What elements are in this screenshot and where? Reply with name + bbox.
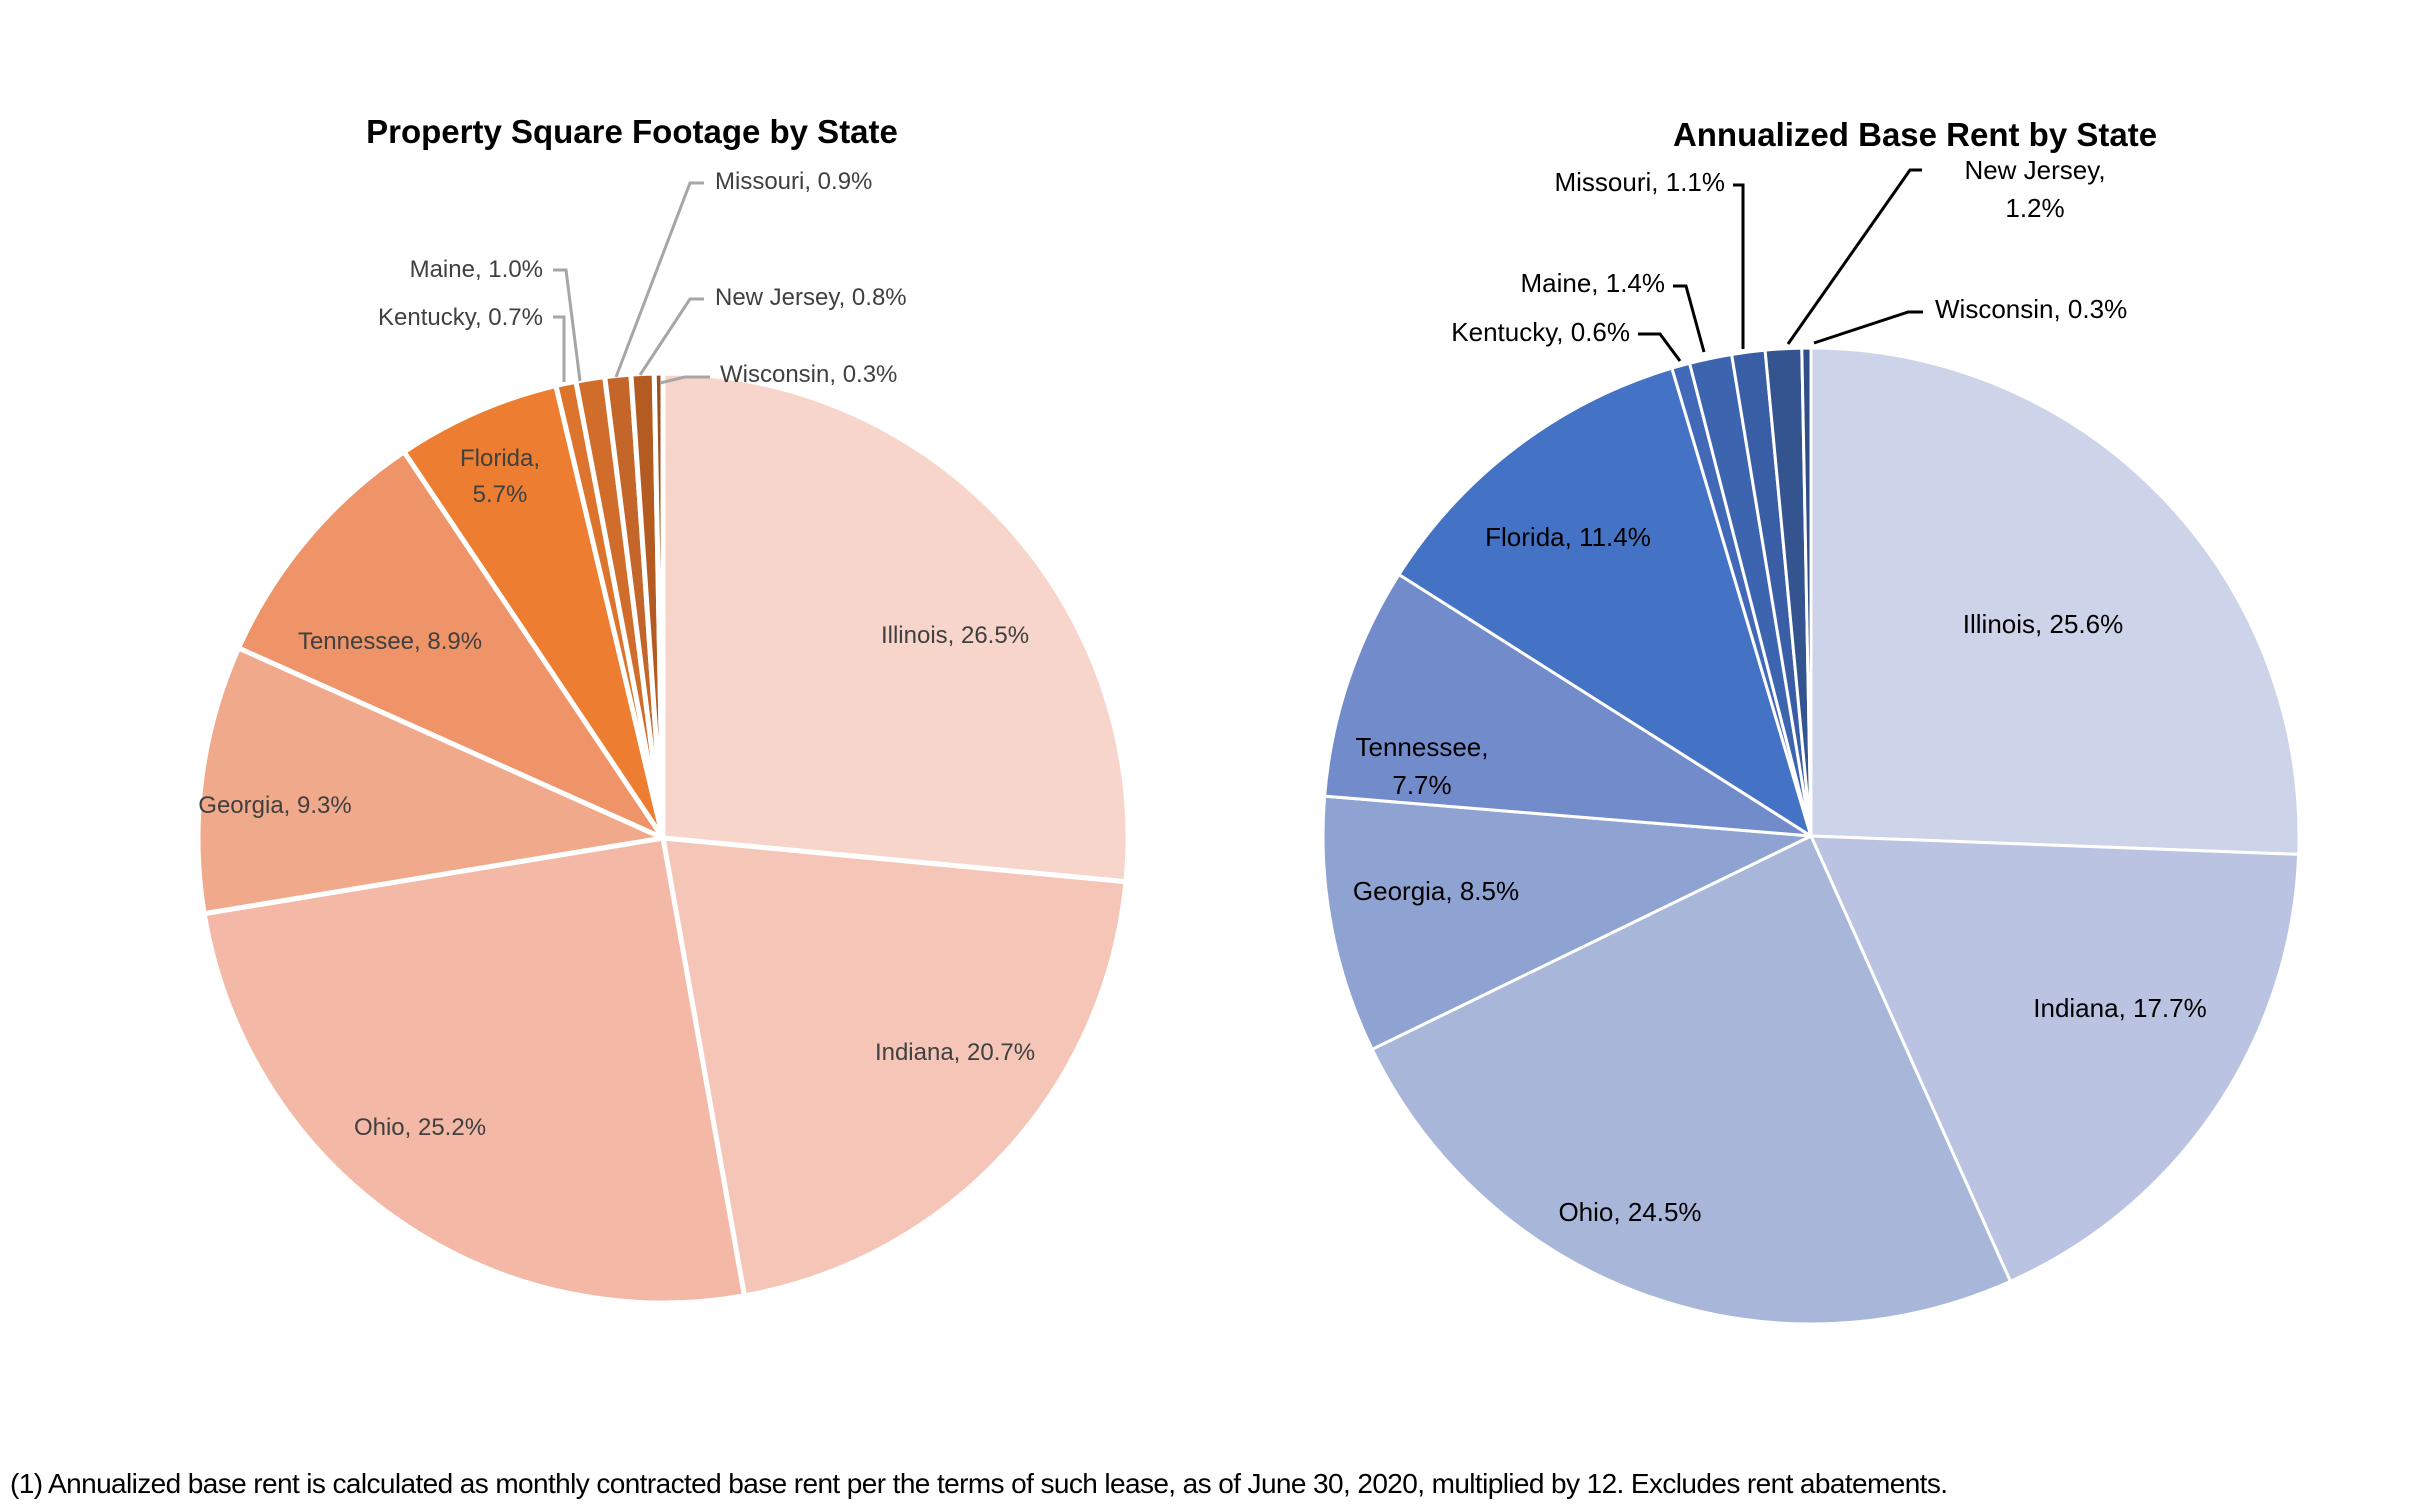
leader-line-new-jersey xyxy=(638,297,704,376)
pie-slice-georgia xyxy=(1321,794,1813,1051)
data-label-illinois: Illinois, 26.5% xyxy=(881,622,1029,649)
chart-title-base-rent: Annualized Base Rent by State xyxy=(1673,116,2157,153)
data-label-missouri: Missouri, 1.1% xyxy=(1555,167,1726,197)
pie-slice-ohio xyxy=(1370,834,2012,1326)
data-label-tennessee: Tennessee, 8.9% xyxy=(298,628,482,655)
data-label-florida: Florida, 11.4% xyxy=(1485,522,1651,552)
pie-slice-wisconsin xyxy=(651,370,666,841)
leader-lines xyxy=(1638,168,1923,362)
chart-title-square-footage: Property Square Footage by State xyxy=(366,113,898,150)
pie-chart-square-footage: Property Square Footage by State Illinoi… xyxy=(195,113,1131,1306)
pie-chart-base-rent: Annualized Base Rent by State Illinois, … xyxy=(1321,116,2301,1326)
slices xyxy=(195,370,1131,1306)
leader-line-maine xyxy=(553,268,582,382)
leader-lines xyxy=(553,181,710,385)
data-label-new-jersey: New Jersey, 1.2% xyxy=(1964,155,2105,223)
leader-line-missouri xyxy=(1733,183,1745,349)
leader-line-kentucky xyxy=(553,315,566,382)
data-label-maine: Maine, 1.4% xyxy=(1520,268,1665,298)
pie-slice-tennessee xyxy=(1323,573,1813,838)
footnote: (1) Annualized base rent is calculated a… xyxy=(10,1468,1948,1499)
data-label-indiana: Indiana, 17.7% xyxy=(2033,993,2206,1023)
data-label-missouri: Missouri, 0.9% xyxy=(715,168,872,195)
data-labels: Illinois, 25.6% Indiana, 17.7% Ohio, 24.5%… xyxy=(1353,155,2207,1227)
pie-slice-tennessee xyxy=(236,449,666,841)
data-label-florida: Florida, 5.7% xyxy=(460,445,540,508)
data-label-maine: Maine, 1.0% xyxy=(410,256,543,283)
pie-slice-indiana xyxy=(660,835,1129,1299)
pie-slice-florida xyxy=(401,383,666,841)
pie-slice-illinois xyxy=(1809,346,2301,856)
pie-slice-indiana xyxy=(1809,834,2301,1283)
pie-slice-illinois xyxy=(660,370,1131,885)
leader-line-kentucky xyxy=(1638,332,1682,362)
data-label-wisconsin: Wisconsin, 0.3% xyxy=(720,361,897,388)
data-label-kentucky: Kentucky, 0.7% xyxy=(378,304,543,331)
data-label-illinois: Illinois, 25.6% xyxy=(1963,609,2123,639)
data-label-wisconsin: Wisconsin, 0.3% xyxy=(1935,294,2127,324)
leader-line-maine xyxy=(1673,284,1706,353)
leader-line-wisconsin xyxy=(659,375,710,385)
pie-slice-florida xyxy=(1397,366,1813,838)
leader-line-wisconsin xyxy=(1813,310,1923,345)
data-label-georgia: Georgia, 9.3% xyxy=(198,792,351,819)
slices xyxy=(1321,346,2301,1326)
data-label-kentucky: Kentucky, 0.6% xyxy=(1451,317,1630,347)
pie-slice-georgia xyxy=(195,645,666,917)
data-label-indiana: Indiana, 20.7% xyxy=(875,1039,1035,1066)
data-label-tennessee: Tennessee, 7.7% xyxy=(1356,732,1489,800)
data-labels: Illinois, 26.5% Indiana, 20.7% Ohio, 25.2%… xyxy=(198,168,1035,1141)
data-label-ohio: Ohio, 25.2% xyxy=(354,1114,486,1141)
pie-slice-ohio xyxy=(201,835,747,1306)
data-label-ohio: Ohio, 24.5% xyxy=(1558,1197,1701,1227)
leader-line-missouri xyxy=(614,181,704,378)
data-label-georgia: Georgia, 8.5% xyxy=(1353,876,1519,906)
data-label-new-jersey: New Jersey, 0.8% xyxy=(715,284,907,311)
pie-slice-wisconsin xyxy=(1800,346,1813,838)
leader-line-new-jersey xyxy=(1786,168,1922,345)
